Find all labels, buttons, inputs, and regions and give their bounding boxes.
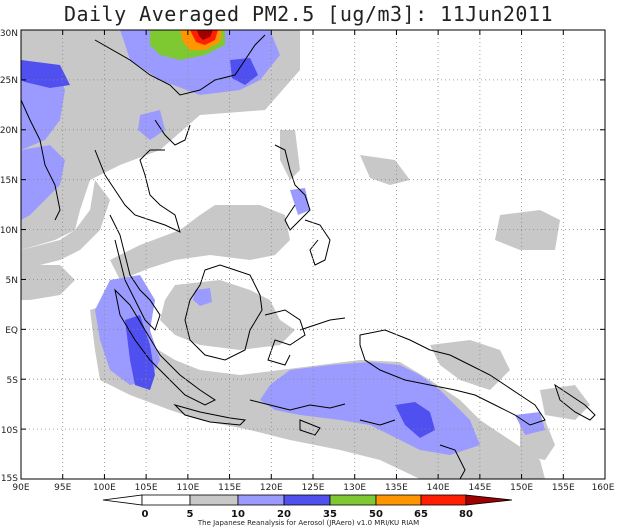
colorbar-segment	[141, 494, 191, 506]
colorbar-segment	[375, 494, 422, 506]
colorbar-label: 35	[323, 509, 337, 520]
colorbar-segment	[189, 494, 239, 506]
pm25-field-darkblue	[21, 58, 435, 438]
pm25-field	[21, 30, 605, 479]
colorbar: 0 5 10 20 35 50 65 80	[102, 494, 513, 520]
coastlines	[21, 34, 596, 479]
colorbar-label: 20	[277, 509, 291, 520]
lon-tick-label: 110E	[176, 483, 199, 493]
pm25-field-hotspot	[150, 30, 225, 60]
colorbar-left-arrow	[102, 494, 143, 506]
lon-tick-label: 150E	[510, 483, 533, 493]
lon-tick-label: 90E	[12, 483, 29, 493]
lat-tick-label: 5S	[7, 376, 19, 386]
colorbar-label: 80	[459, 509, 473, 520]
lat-tick-label: 30N	[0, 29, 18, 39]
lat-tick-label: 10N	[0, 226, 18, 236]
lon-tick-label: 135E	[385, 483, 408, 493]
lat-tick-label: 15N	[0, 176, 18, 186]
lon-tick-label: 140E	[427, 483, 450, 493]
colorbar-segment	[237, 494, 285, 506]
colorbar-label: 5	[187, 509, 194, 520]
lon-tick-label: 160E	[592, 483, 615, 493]
colorbar-segment	[329, 494, 377, 506]
lon-tick-label: 120E	[260, 483, 283, 493]
colorbar-label: 65	[414, 509, 428, 520]
lon-tick-label: 125E	[302, 483, 325, 493]
map-title: Daily Averaged PM2.5 [ug/m3]: 11Jun2011	[63, 2, 554, 26]
lat-tick-label: 20N	[0, 126, 18, 136]
lat-tick-labels: 30N 25N 20N 15N 10N 5N EQ 5S 10S 15S	[0, 29, 18, 484]
credit-line: The Japanese Reanalysis for Aerosol (JRA…	[197, 519, 420, 527]
colorbar-right-arrow	[465, 494, 513, 506]
colorbar-segment	[283, 494, 331, 506]
lon-tick-label: 130E	[343, 483, 366, 493]
lon-tick-label: 145E	[468, 483, 491, 493]
lat-tick-label: 5N	[6, 276, 18, 286]
lat-tick-label: 10S	[1, 426, 18, 436]
tick-marks	[20, 29, 606, 480]
lat-tick-label: EQ	[5, 326, 18, 336]
lon-tick-label: 155E	[552, 483, 575, 493]
lon-tick-labels: 90E 95E 100E 105E 110E 115E 120E 125E 13…	[12, 483, 614, 493]
colorbar-segment	[420, 494, 467, 506]
lon-tick-label: 100E	[93, 483, 116, 493]
lat-tick-label: 25N	[0, 76, 18, 86]
colorbar-label: 10	[231, 509, 245, 520]
lon-tick-label: 105E	[135, 483, 158, 493]
lon-tick-label: 115E	[218, 483, 241, 493]
colorbar-label: 0	[142, 509, 149, 520]
lat-tick-label: 15S	[1, 474, 18, 484]
colorbar-label: 50	[369, 509, 383, 520]
map-grid	[21, 30, 605, 479]
lon-tick-label: 95E	[54, 483, 71, 493]
